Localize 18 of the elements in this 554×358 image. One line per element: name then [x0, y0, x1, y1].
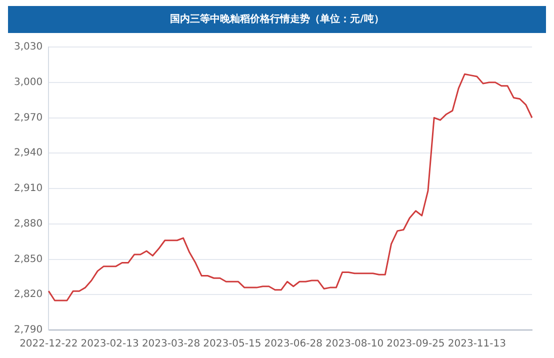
x-tick-label: 2023-03-28 [142, 338, 200, 350]
y-tick-label: 3,030 [14, 42, 43, 53]
y-tick-label: 2,910 [14, 183, 43, 194]
y-tick-label: 2,850 [14, 254, 43, 265]
chart-title: 国内三等中晚籼稻价格行情走势（单位：元/吨） [8, 6, 546, 33]
x-tick-label: 2022-12-22 [20, 338, 78, 350]
x-tick-label: 2023-08-10 [325, 338, 384, 350]
y-tick-label: 2,970 [14, 112, 43, 124]
x-tick-label: 2023-11-13 [448, 338, 506, 350]
y-tick-label: 2,820 [14, 289, 43, 300]
y-tick-label: 2,790 [14, 324, 43, 336]
x-tick-label: 2023-09-25 [386, 338, 445, 350]
x-tick-label: 2023-05-15 [203, 338, 262, 350]
y-tick-label: 2,880 [14, 218, 43, 230]
y-tick-label: 3,000 [14, 76, 43, 88]
x-tick-label: 2023-06-28 [264, 338, 322, 350]
x-tick-label: 2023-02-13 [80, 338, 139, 350]
y-tick-label: 2,940 [14, 148, 43, 159]
